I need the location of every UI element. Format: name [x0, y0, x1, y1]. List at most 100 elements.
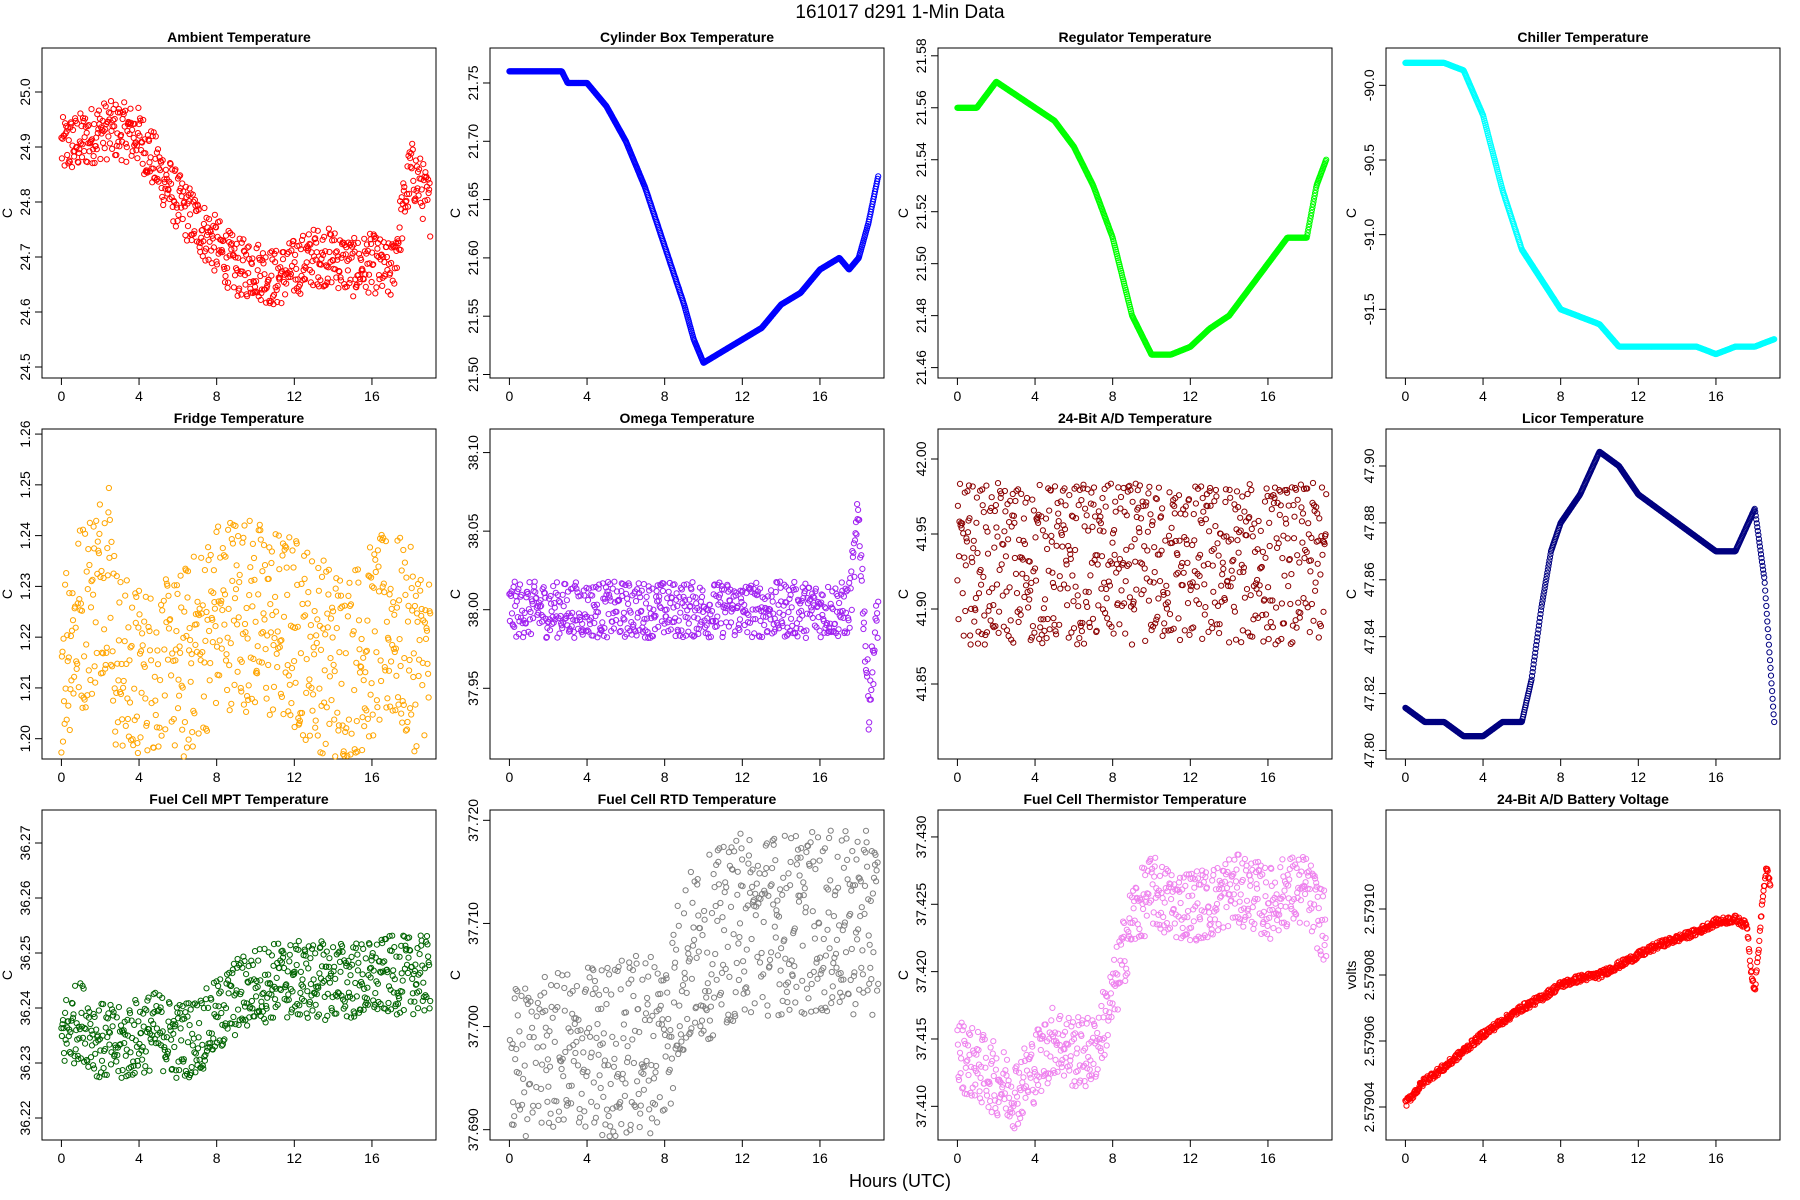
data-point — [330, 608, 337, 615]
data-point — [416, 166, 423, 173]
data-point — [385, 240, 392, 247]
data-point — [1222, 498, 1229, 506]
data-point — [326, 673, 333, 680]
data-point — [333, 248, 340, 255]
x-tick-label: 16 — [1260, 388, 1276, 404]
data-point — [174, 705, 182, 712]
data-point — [865, 726, 872, 733]
data-point — [248, 577, 255, 584]
data-point — [1307, 215, 1314, 222]
data-point — [1255, 517, 1262, 525]
x-tick-label: 8 — [1557, 388, 1565, 404]
data-point — [378, 677, 385, 685]
data-point — [206, 677, 213, 684]
data-point — [1247, 592, 1254, 599]
data-point — [132, 590, 139, 597]
data-point — [342, 650, 349, 657]
data-point — [308, 558, 316, 565]
data-point — [77, 600, 85, 607]
data-point — [222, 657, 230, 664]
data-point — [1146, 483, 1153, 490]
data-point — [717, 620, 725, 627]
data-point — [361, 723, 368, 730]
data-point — [1230, 556, 1237, 564]
data-point — [362, 271, 369, 278]
data-point — [991, 544, 998, 551]
data-point — [426, 180, 433, 187]
data-point — [85, 546, 92, 553]
data-point — [344, 613, 351, 620]
data-point — [240, 236, 247, 243]
data-point — [376, 716, 383, 723]
data-point — [313, 249, 320, 256]
x-tick-label: 12 — [1183, 769, 1199, 785]
data-point — [414, 618, 421, 625]
data-point — [1273, 535, 1280, 542]
data-point — [406, 667, 413, 674]
data-point — [311, 651, 318, 658]
data-point — [139, 160, 146, 167]
data-point — [297, 650, 304, 657]
data-point — [123, 158, 130, 165]
data-point — [328, 697, 335, 704]
data-point — [1017, 611, 1024, 618]
data-point — [333, 625, 340, 632]
data-point — [266, 300, 273, 307]
data-point — [211, 267, 218, 274]
data-point — [146, 159, 153, 166]
data-point — [95, 107, 103, 114]
data-point — [184, 594, 191, 601]
data-point — [96, 530, 103, 538]
y-tick-label: 1.21 — [17, 674, 33, 701]
data-point — [412, 592, 419, 600]
data-point — [1273, 604, 1280, 611]
data-point — [642, 600, 650, 607]
data-point — [1323, 156, 1330, 163]
data-point — [225, 526, 232, 533]
data-point — [994, 533, 1001, 540]
data-point — [92, 619, 99, 626]
data-point — [89, 576, 96, 583]
data-point — [77, 110, 84, 117]
data-point — [200, 220, 207, 228]
data-point — [401, 655, 408, 662]
data-point — [868, 686, 875, 694]
data-point — [261, 562, 269, 569]
data-point — [1040, 605, 1048, 612]
data-point — [216, 247, 223, 254]
data-point — [1190, 510, 1197, 518]
data-point — [189, 729, 196, 736]
data-point — [1069, 572, 1076, 579]
data-point — [1116, 621, 1123, 628]
data-point — [226, 252, 233, 259]
data-point — [875, 173, 882, 180]
data-point — [303, 656, 310, 663]
x-tick-label: 12 — [1183, 388, 1199, 404]
data-point — [1011, 519, 1018, 527]
data-point — [369, 249, 376, 256]
data-point — [149, 133, 156, 140]
data-point — [318, 573, 326, 581]
data-point — [312, 724, 319, 731]
data-point — [313, 239, 320, 246]
y-tick-label: 1.22 — [17, 623, 33, 650]
data-point — [206, 216, 213, 223]
data-point — [1129, 498, 1136, 505]
data-point — [1122, 578, 1129, 585]
data-point — [81, 653, 88, 660]
data-point — [315, 587, 322, 594]
data-point — [1109, 530, 1117, 537]
data-point — [1002, 553, 1010, 560]
data-point — [267, 629, 274, 636]
data-point — [112, 728, 119, 735]
data-point — [221, 621, 228, 628]
data-point — [862, 643, 869, 650]
data-point — [511, 578, 518, 585]
data-point — [992, 502, 1000, 509]
data-point — [1095, 602, 1102, 609]
data-point — [1262, 611, 1270, 618]
data-point — [854, 501, 861, 508]
data-point — [222, 273, 229, 280]
y-tick-label: 38.10 — [465, 435, 481, 470]
